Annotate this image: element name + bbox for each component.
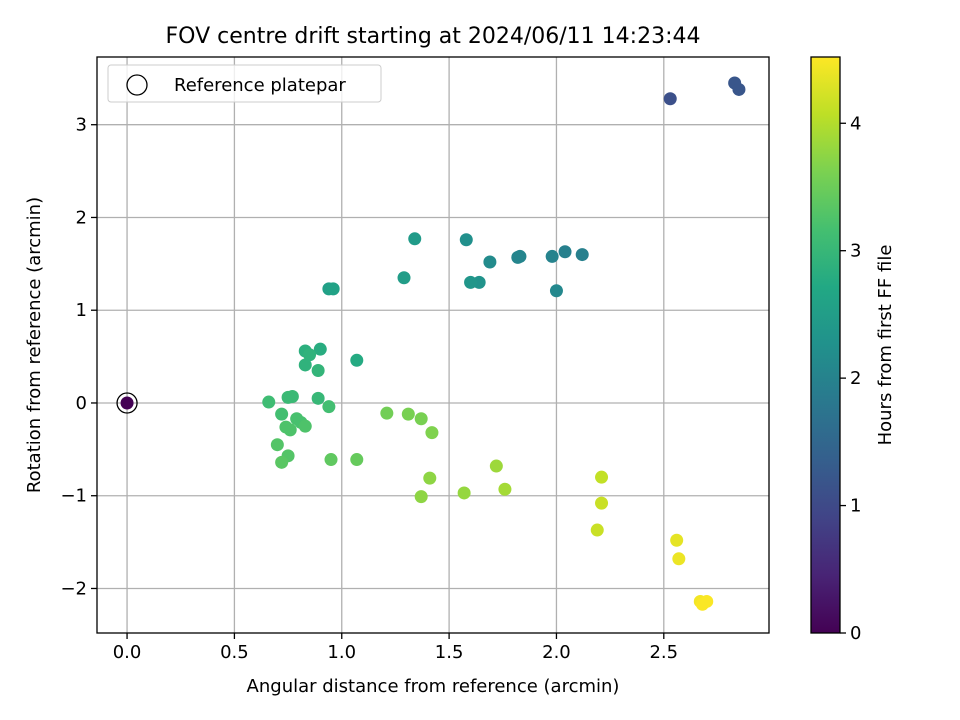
legend-box (107, 64, 382, 103)
colorbar-tick-label: 0 (850, 623, 861, 644)
data-point (423, 471, 437, 485)
data-point (670, 533, 684, 547)
colorbar-tick-label: 3 (850, 241, 861, 262)
data-point (298, 358, 312, 372)
y-tick-label: −1 (60, 486, 87, 507)
data-point (283, 423, 297, 437)
colorbar-label: Hours from first FF file (875, 245, 896, 446)
data-point (732, 82, 746, 96)
data-point (545, 249, 559, 263)
data-point (595, 470, 609, 484)
x-tick-label: 0.5 (220, 642, 249, 663)
data-point (324, 453, 338, 467)
x-axis-label: Angular distance from reference (arcmin) (247, 676, 620, 697)
colorbar-tick-label: 1 (850, 496, 861, 517)
data-point (270, 438, 284, 452)
colorbar-tick-label: 4 (850, 113, 861, 134)
y-tick-label: −2 (60, 578, 87, 599)
data-point (298, 419, 312, 433)
data-point (483, 255, 497, 269)
reference-point-group (116, 392, 138, 414)
y-tick-label: 2 (76, 207, 87, 228)
data-point (590, 523, 604, 537)
data-point (511, 250, 525, 264)
data-point (414, 412, 428, 426)
data-point (558, 245, 572, 259)
data-point (414, 490, 428, 504)
data-point (322, 400, 336, 414)
data-point (313, 342, 327, 356)
data-point (425, 426, 439, 440)
data-point (489, 459, 503, 473)
data-point (303, 348, 317, 362)
data-point (663, 92, 677, 106)
colorbar (810, 56, 841, 634)
data-point (397, 271, 411, 285)
data-point (350, 353, 364, 367)
data-point (595, 496, 609, 510)
data-point (350, 453, 364, 467)
data-point (408, 232, 422, 246)
x-tick-label: 0.0 (113, 642, 142, 663)
data-point (457, 486, 471, 500)
y-axis-ticks: −2 −1 0 1 2 3 (60, 115, 97, 599)
legend-marker-icon (126, 74, 148, 96)
x-tick-label: 2.5 (649, 642, 678, 663)
chart-title: FOV centre drift starting at 2024/06/11 … (166, 24, 701, 49)
x-axis-ticks: 0.0 0.5 1.0 1.5 2.0 2.5 (113, 633, 678, 663)
colorbar-tick-label: 2 (850, 368, 861, 389)
reference-data-point (120, 396, 134, 410)
data-point (262, 395, 276, 409)
x-tick-label: 1.0 (327, 642, 356, 663)
data-point (281, 390, 295, 404)
y-tick-label: 3 (76, 115, 87, 136)
data-point (380, 406, 394, 420)
data-point (700, 594, 714, 608)
y-tick-label: 1 (76, 300, 87, 321)
y-tick-label: 0 (76, 393, 87, 414)
data-point (401, 407, 415, 421)
data-point (672, 552, 686, 566)
data-point (498, 482, 512, 496)
legend-entry-reference: Reference platepar (174, 75, 346, 96)
data-point (275, 407, 289, 421)
plot-frame (96, 56, 770, 634)
data-point (275, 455, 289, 469)
x-tick-label: 2.0 (542, 642, 571, 663)
data-points (262, 76, 746, 611)
data-point (326, 282, 340, 296)
y-axis-label: Rotation from reference (arcmin) (24, 197, 45, 493)
x-tick-label: 1.5 (435, 642, 464, 663)
data-point (549, 284, 563, 298)
grid-lines (97, 57, 769, 633)
data-point (464, 275, 478, 289)
colorbar-ticks: 0 1 2 3 4 (840, 113, 861, 644)
reference-marker (116, 392, 138, 414)
legend: Reference platepar (107, 64, 382, 103)
data-point (575, 248, 589, 262)
data-point (311, 391, 325, 405)
data-point (459, 233, 473, 247)
data-point (311, 364, 325, 378)
